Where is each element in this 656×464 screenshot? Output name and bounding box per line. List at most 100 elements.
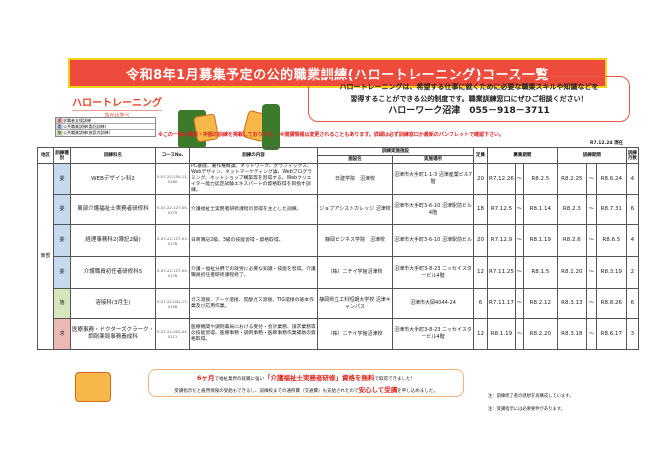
- tilde: ～: [514, 194, 524, 225]
- legend-key: 委: [56, 124, 63, 129]
- recruit-end: R8.2.12: [522, 288, 558, 319]
- recruit-start: R7.11.25: [487, 256, 516, 289]
- place: 沼津市大手町1-1-3 沼津産業ビル7階: [392, 163, 474, 195]
- notice-text: ※この一覧は東部・中部の訓練を掲載しております。 ※開講情報は変更されることもあ…: [158, 132, 505, 138]
- course-no: 5-07-22-127-05-0175: [155, 194, 190, 225]
- tilde: ～: [514, 224, 524, 257]
- page-title: 令和8年1月募集予定の公的職業訓練(ハロートレーニング)コース一覧: [68, 58, 607, 88]
- training-end: R8.6.5: [595, 224, 627, 257]
- table-row: 委東部介護福祉士実務者研修科 5-07-22-127-05-0175 介護福祉士実務…: [38, 194, 639, 225]
- course-no: 5-07-22-250-11-0180: [155, 163, 190, 195]
- course-name: 医療事務・ドクターズクラーク・調剤薬局事務養成科: [70, 318, 156, 350]
- table-row: 施溶接科(3月生) 5-07-22-041-17-0158 ガス溶接、アーク溶接、炭…: [38, 288, 639, 319]
- info-line: 習得することができる公的制度です。職業訓練窓口にぜひご相談ください！: [350, 95, 588, 103]
- tilde: ～: [585, 256, 597, 289]
- kadomatsu-illustration: [262, 104, 280, 150]
- training-end: R8.6.17: [595, 318, 627, 350]
- header-no: コースNo.: [155, 147, 190, 164]
- tilde: ～: [585, 163, 597, 195]
- highlight: 「介護福祉士実務者研修」資格を無料: [264, 374, 375, 382]
- tilde: ～: [585, 288, 597, 319]
- legend-key: 施: [56, 130, 63, 136]
- hello-training-logo: ハロートレーニング 急がば学べ: [72, 94, 162, 119]
- logo-name: ハロートレーニング: [72, 98, 162, 109]
- phone-line: ハローワーク沼津 055－918－3711: [388, 106, 550, 116]
- header-content: 訓練の内容: [189, 147, 318, 164]
- course-no: 5-07-22-041-17-0158: [155, 288, 190, 319]
- table-row: 東部委 WEBデザイン科2 5-07-22-250-11-0180 PC基礎、著作権概…: [37, 163, 639, 350]
- course-no: 5-07-22-002-04-0211: [155, 318, 190, 350]
- recruit-start: R7.12.26: [487, 163, 516, 195]
- type-cell: 委: [53, 256, 71, 289]
- table-row: 委経理事務科2(簿記2級) 5-07-22-127-03-0178 日商簿記2級、3…: [38, 224, 639, 257]
- table-row: 求医療事務・ドクターズクラーク・調剤薬局事務養成科 5-07-22-002-04-…: [38, 318, 639, 350]
- tilde: ～: [585, 194, 597, 225]
- logo-tagline: 急がば学べ: [72, 110, 162, 119]
- type-cell: 委: [53, 163, 71, 195]
- tilde: ～: [585, 224, 597, 257]
- tilde: ～: [514, 256, 524, 289]
- as-of-date: R7.12.24 現在: [590, 141, 624, 146]
- header-facility: 訓練実施施設: [317, 147, 474, 156]
- training-start: R8.3.18: [556, 318, 587, 350]
- course-name: 東部介護福祉士実務者研修科: [70, 194, 156, 225]
- months: 6: [625, 288, 639, 319]
- facility-name: 静岡県立工科短期大学校 沼津キャンパス: [317, 288, 393, 319]
- place: 沼津市大手町3-6-10 沼津駅前ビル4階: [392, 194, 474, 225]
- highlight: 6ヶ月: [196, 374, 215, 382]
- header-area: 地区: [37, 147, 54, 164]
- course-name: 溶接科(3月生): [70, 288, 156, 319]
- testimonial-line2: 受講指示だと雇用保険の受給もできるし、訓練校までの通所費（交通費）も支給されたの…: [149, 385, 463, 397]
- text: で福祉業界の就職に強い: [214, 377, 265, 382]
- place: 沼津市大手町3-8-23 ニッセイスタービル4階: [392, 318, 474, 350]
- facility-name: 日建学院 沼津校: [317, 163, 393, 195]
- header-facility-name: 施設名: [317, 155, 393, 164]
- capacity: 12: [473, 318, 488, 350]
- info-speech-bubble: ハロートレーニングは、希望する仕事に就くために必要な職業スキルや知識などを 習得…: [308, 76, 630, 122]
- testimonial-line1: 6ヶ月で福祉業界の就職に強い「介護福祉士実務者研修」資格を無料で取得できました！: [149, 373, 463, 385]
- course-name: 介護職員初任者研修科5: [70, 256, 156, 289]
- training-start: R8.2.3: [556, 194, 587, 225]
- capacity: 12: [473, 256, 488, 289]
- facility-name: （株）ニチイ学館沼津校: [317, 256, 393, 289]
- legend-item: 委公共職業訓練(委託訓練): [56, 124, 155, 130]
- info-line: ハロートレーニングは、希望する仕事に就くために必要な職業スキルや知識などを: [339, 83, 599, 91]
- legend-label: 公共職業訓練(委託訓練): [63, 124, 107, 129]
- tilde: ～: [514, 163, 524, 195]
- place: 沼津市大手町3-8-23 ニッセイスタービル4階: [392, 256, 474, 289]
- header-recruit: 募集期間: [487, 147, 558, 164]
- training-start: R8.2.25: [556, 163, 587, 195]
- capacity: 20: [473, 163, 488, 195]
- legend-item: 求求職者支援訓練: [56, 118, 155, 124]
- place: 沼津市大手町3-6-10 沼津駅前ビル: [392, 224, 474, 257]
- facility-name: 静岡ビジネス学院 沼津校: [317, 224, 393, 257]
- legend-key: 求: [56, 118, 63, 123]
- recruit-end: R8.1.19: [522, 224, 558, 257]
- training-start: R8.3.13: [556, 288, 587, 319]
- recruit-start: R7.12.9: [487, 224, 516, 257]
- months: 4: [625, 224, 639, 257]
- course-name: WEBデザイン科2: [70, 163, 156, 195]
- course-content: 介護・福祉分野での就労に必要な知識・技能を習得。介護職員初任者研修課程修了。: [189, 256, 318, 289]
- training-start: R8.2.6: [556, 224, 587, 257]
- recruit-end: R8.2.20: [522, 318, 558, 350]
- legend-label: 求職者支援訓練: [63, 118, 91, 123]
- text: で取得できました！: [374, 377, 416, 382]
- months: 6: [625, 194, 639, 225]
- course-table: 地区 訓練種別 訓練科名 コースNo. 訓練の内容 訓練実施施設 定員 募集期間…: [37, 147, 639, 350]
- area-cell: 東部: [37, 163, 54, 350]
- type-cell: 求: [53, 318, 71, 350]
- facility-name: （株）ニチイ学館沼津校: [317, 318, 393, 350]
- table-row: 委介護職員初任者研修科5 5-07-22-127-05-0176 介護・福祉分野での…: [38, 256, 639, 289]
- facility-name: ジョブアシストカレッジ 沼津校: [317, 194, 393, 225]
- recruit-start: R7.11.17: [487, 288, 516, 319]
- recruit-end: R8.1.5: [522, 256, 558, 289]
- training-end: R8.8.26: [595, 288, 627, 319]
- text: を申し込めました。: [397, 389, 438, 394]
- mascot-illustration: [192, 113, 220, 143]
- type-cell: 委: [53, 194, 71, 225]
- recruit-end: R8.1.14: [522, 194, 558, 225]
- header-months: 訓練月数: [625, 147, 639, 164]
- footnote: 注：受講指示には必要要件があります。: [488, 407, 565, 412]
- months: 2: [625, 256, 639, 289]
